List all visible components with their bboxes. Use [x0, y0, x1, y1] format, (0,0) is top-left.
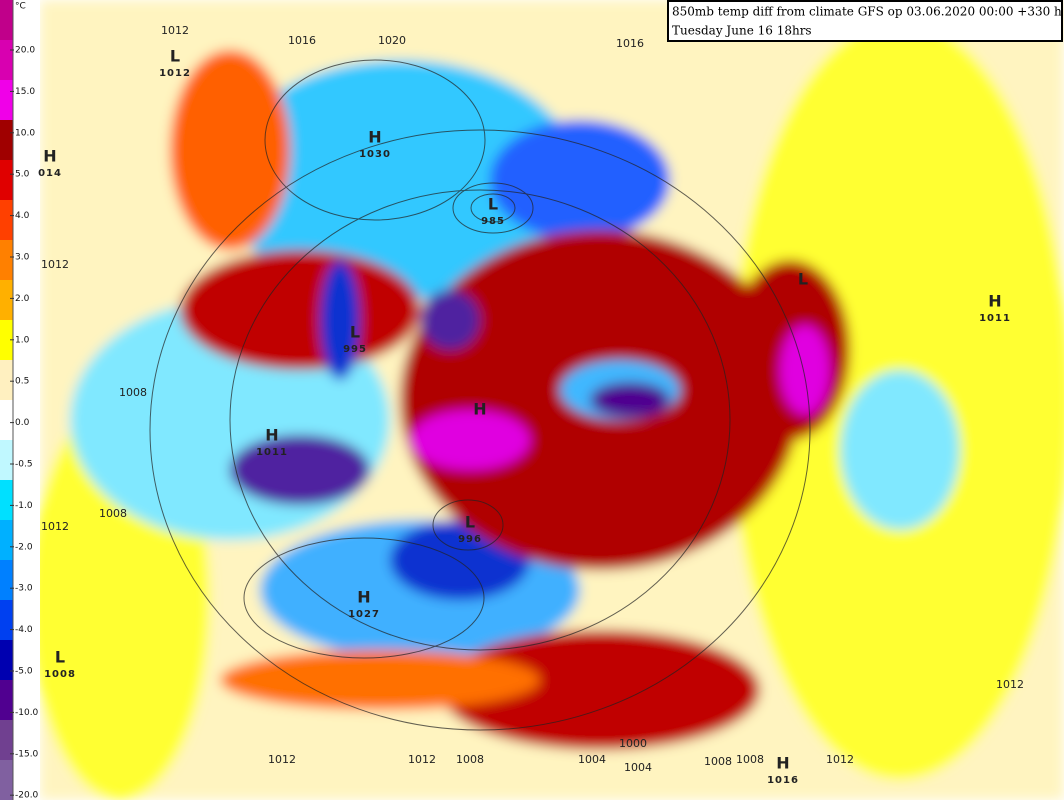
- header-line: 850mb temp diff from climate GFS op 03.0…: [672, 5, 1062, 19]
- isobar-label: 1012: [161, 24, 189, 37]
- center-letter: L: [798, 270, 808, 289]
- colorbar: °C 20.0 15.0 10.0 5.0 4.0 3.0 2.0 1.0 0.5 0.0 -0.5 -…: [0, 0, 40, 801]
- colorbar-swatch: [0, 720, 13, 761]
- center-value: 985: [481, 216, 505, 227]
- center-value: 1030: [359, 149, 391, 160]
- center-letter: H: [473, 400, 486, 419]
- center-letter: H: [776, 754, 789, 773]
- center-letter: H: [368, 128, 381, 147]
- colorbar-swatch: [0, 320, 13, 361]
- center-letter: L: [170, 47, 180, 66]
- colorbar-tick-label: 2.0: [15, 294, 30, 304]
- colorbar-swatch: [0, 120, 13, 161]
- isobar-label: 1012: [41, 520, 69, 533]
- center-value: 014: [38, 168, 62, 179]
- isobar-label: 1012: [826, 753, 854, 766]
- isobar-label: 1012: [408, 753, 436, 766]
- colorbar-tick-label: -5.0: [15, 667, 33, 677]
- colorbar-tick-label: -0.5: [15, 460, 33, 470]
- header-box: [667, 0, 1063, 42]
- isobar-label: 1000: [619, 737, 647, 750]
- center-value: 1008: [44, 669, 76, 680]
- center-value: 1027: [348, 609, 380, 620]
- colorbar-unit: °C: [15, 2, 26, 12]
- colorbar-swatch: [0, 40, 13, 81]
- center-value: 1011: [979, 313, 1011, 324]
- isobar-label: 1016: [616, 37, 644, 50]
- isobar-label: 1008: [736, 753, 764, 766]
- colorbar-swatch: [0, 560, 13, 601]
- colorbar-tick-label: 3.0: [15, 253, 30, 263]
- colorbar-tick-label: -20.0: [15, 791, 39, 800]
- isobar-label: 1012: [41, 258, 69, 271]
- colorbar-swatch: [0, 80, 13, 121]
- colorbar-tick-label: 15.0: [15, 87, 35, 97]
- center-letter: H: [988, 292, 1001, 311]
- colorbar-swatch: [0, 760, 13, 801]
- colorbar-swatch: [0, 360, 13, 401]
- center-letter: L: [488, 195, 498, 214]
- center-value: 996: [458, 534, 482, 545]
- field: [30, 0, 1064, 800]
- colorbar-tick-label: 5.0: [15, 170, 30, 180]
- header: 850mb temp diff from climate GFS op 03.0…: [667, 0, 1063, 42]
- center-letter: L: [55, 648, 65, 667]
- isobar-label: 1016: [288, 34, 316, 47]
- center-value: 1012: [159, 68, 191, 79]
- colorbar-swatch: [0, 640, 13, 681]
- colorbar-swatch: [0, 600, 13, 641]
- colorbar-swatch: [0, 400, 13, 441]
- isobar-label: 1012: [268, 753, 296, 766]
- header-line: Tuesday June 16 18hrs: [672, 24, 812, 38]
- colorbar-swatch: [0, 160, 13, 201]
- center-letter: H: [357, 588, 370, 607]
- center-letter: L: [465, 513, 475, 532]
- colorbar-tick-label: -4.0: [15, 625, 33, 635]
- pressure-labels: H014L1012H1030L985L995LH1011HH1011L996H1…: [38, 24, 1024, 786]
- colorbar-tick-label: -10.0: [15, 708, 39, 718]
- colorbar-tick-label: 0.5: [15, 377, 29, 387]
- colorbar-swatch: [0, 240, 13, 281]
- colorbar-tick-label: -3.0: [15, 584, 33, 594]
- colorbar-swatch: [0, 200, 13, 241]
- center-letter: H: [265, 426, 278, 445]
- center-value: 1016: [767, 775, 799, 786]
- isobar-label: 1008: [99, 507, 127, 520]
- center-value: 1011: [256, 447, 288, 458]
- isobars: [149, 59, 811, 731]
- colorbar-tick-label: -2.0: [15, 542, 33, 552]
- isobar-label: 1008: [704, 755, 732, 768]
- colorbar-swatch: [0, 440, 13, 481]
- isobar-label: 1012: [996, 678, 1024, 691]
- colorbar-tick-label: 20.0: [15, 46, 35, 56]
- colorbar-tick-label: 10.0: [15, 128, 35, 138]
- isobar-label: 1008: [119, 386, 147, 399]
- colorbar-swatch: [0, 280, 13, 321]
- colorbar-tick-label: -1.0: [15, 501, 33, 511]
- center-value: 995: [343, 344, 367, 355]
- colorbar-tick-label: -15.0: [15, 749, 39, 759]
- colorbar-tick-label: 0.0: [15, 418, 30, 428]
- colorbar-swatch: [0, 480, 13, 521]
- isobar-label: 1004: [624, 761, 652, 774]
- colorbar-tick-label: 1.0: [15, 335, 30, 345]
- colorbar-swatch: [0, 520, 13, 561]
- center-letter: L: [350, 323, 360, 342]
- isobar-label: 1004: [578, 753, 606, 766]
- colorbar-swatch: [0, 0, 13, 41]
- colorbar-tick-label: 4.0: [15, 211, 30, 221]
- isobar-label: 1008: [456, 753, 484, 766]
- isobar-label: 1020: [378, 34, 406, 47]
- colorbar-swatch: [0, 680, 13, 721]
- center-letter: H: [43, 147, 56, 166]
